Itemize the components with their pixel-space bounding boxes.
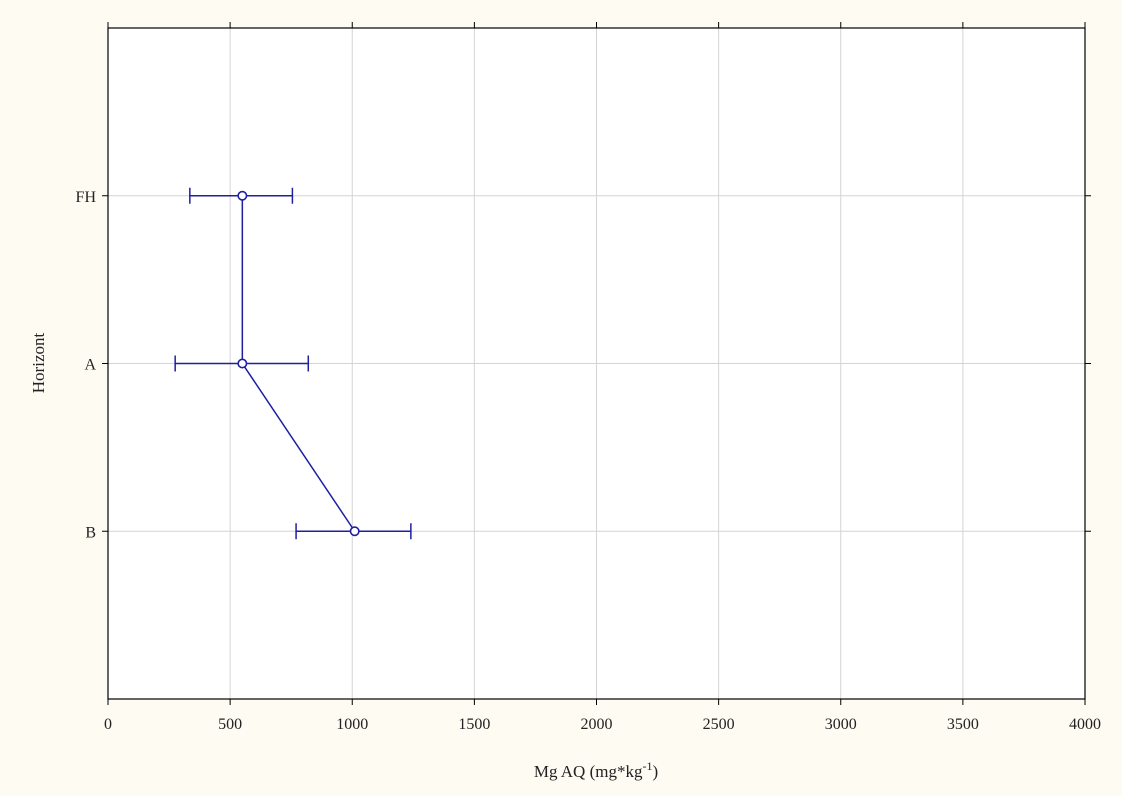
- x-tick-label-2000: 2000: [581, 716, 613, 733]
- x-tick-label-2500: 2500: [703, 716, 735, 733]
- data-point-A: [237, 358, 248, 369]
- x-tick-label-1500: 1500: [458, 716, 490, 733]
- data-point-FH: [237, 190, 248, 201]
- y-axis-label: Horizont: [29, 333, 48, 394]
- y-axis-ticks: FH A B: [76, 189, 1091, 541]
- x-tick-label-3000: 3000: [825, 716, 857, 733]
- x-axis-label-superscript: -1: [642, 759, 652, 773]
- x-tick-label-1000: 1000: [336, 716, 368, 733]
- x-tick-label-0: 0: [104, 716, 112, 733]
- x-axis-label: Mg AQ (mg*kg-1): [534, 759, 658, 781]
- y-tick-label-A: A: [84, 357, 96, 374]
- y-tick-label-B: B: [85, 524, 96, 541]
- x-axis-label-close: ): [652, 762, 658, 781]
- x-tick-label-3500: 3500: [947, 716, 979, 733]
- x-tick-label-500: 500: [218, 716, 242, 733]
- data-marks: [174, 187, 412, 540]
- data-point-B: [349, 526, 360, 537]
- y-tick-label-FH: FH: [76, 189, 97, 206]
- x-axis-ticks: 0 500 1000 1500 2000 2500 3000 3500 4000: [104, 22, 1101, 733]
- x-tick-label-4000: 4000: [1069, 716, 1101, 733]
